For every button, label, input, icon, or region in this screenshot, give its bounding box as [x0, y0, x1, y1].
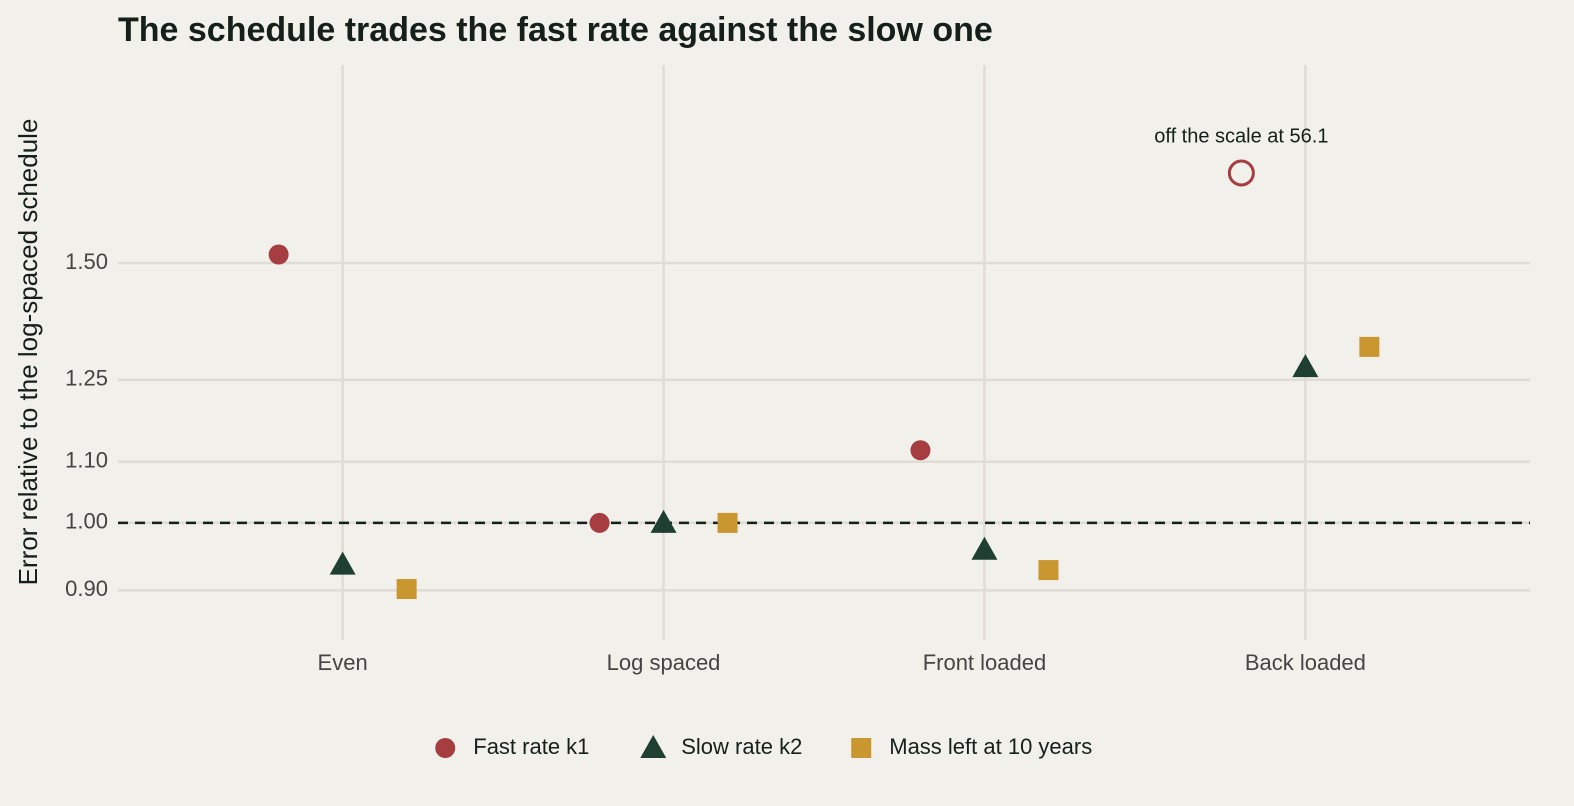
x-tick-label: Front loaded: [923, 650, 1047, 675]
point: [1292, 354, 1319, 378]
legend-marker: [435, 738, 456, 758]
point: [971, 536, 998, 560]
point: [396, 578, 417, 599]
x-tick-label: Even: [318, 650, 368, 675]
point: [1359, 336, 1380, 357]
point: [329, 551, 356, 575]
y-axis-label: Error relative to the log-spaced schedul…: [13, 119, 43, 586]
legend-marker: [851, 738, 872, 758]
point: [1038, 560, 1059, 581]
point: [268, 244, 289, 265]
off-scale-point: [1227, 159, 1255, 187]
y-tick-label: 1.00: [65, 509, 108, 534]
point: [589, 512, 610, 533]
chart-title: The schedule trades the fast rate agains…: [118, 11, 993, 49]
point: [910, 440, 931, 461]
legend-label: Fast rate k1: [473, 734, 589, 759]
annotation: off the scale at 56.1: [1154, 125, 1328, 147]
y-tick-label: 1.50: [65, 249, 108, 274]
y-tick-label: 0.90: [65, 576, 108, 601]
y-tick-label: 1.10: [65, 448, 108, 473]
legend-marker: [640, 735, 667, 758]
legend-label: Mass left at 10 years: [889, 734, 1092, 759]
x-tick-label: Back loaded: [1245, 650, 1366, 675]
legend-label: Slow rate k2: [681, 734, 802, 759]
y-tick-label: 1.25: [65, 366, 108, 391]
point: [650, 509, 677, 533]
point: [717, 512, 738, 533]
x-tick-label: Log spaced: [607, 650, 721, 675]
